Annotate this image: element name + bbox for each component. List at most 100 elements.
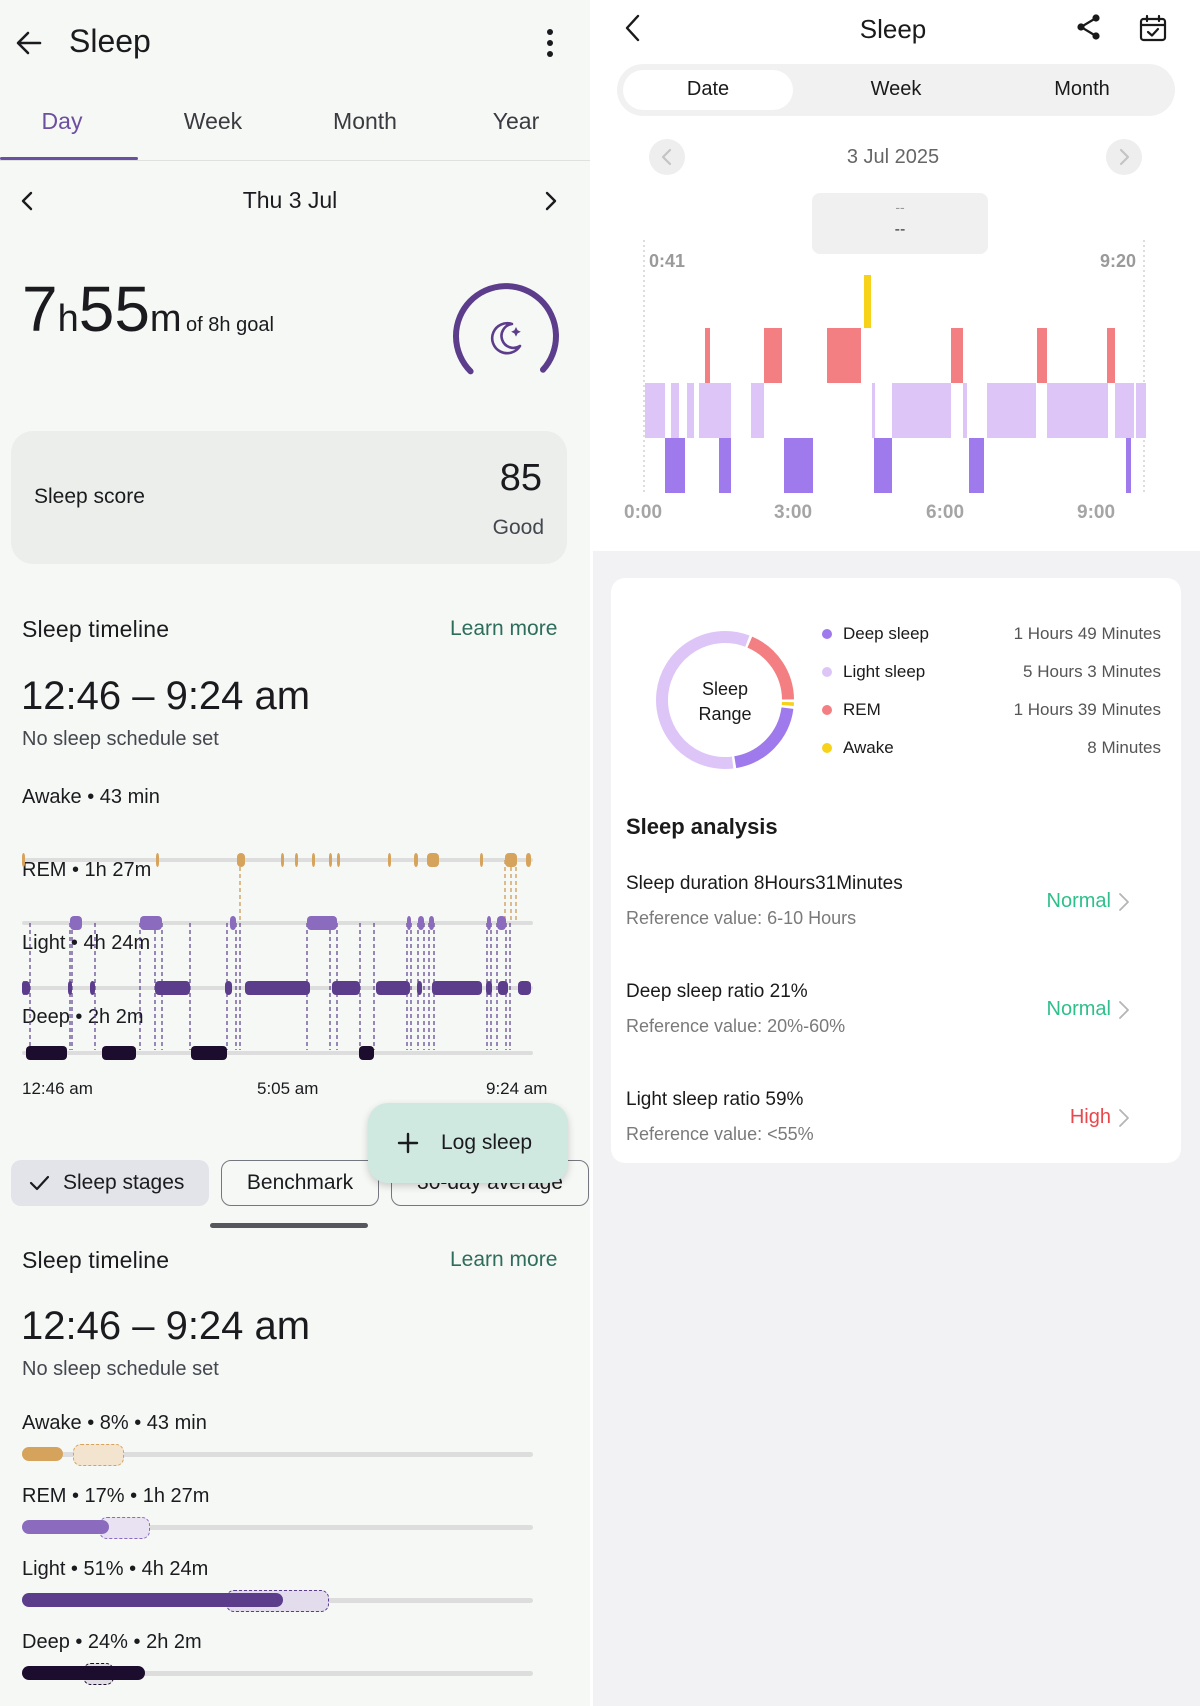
segment-awake xyxy=(295,853,298,867)
schedule-note: No sleep schedule set xyxy=(22,728,219,750)
segment-light xyxy=(518,981,531,995)
analysis-row[interactable]: Sleep duration 8Hours31Minutes Reference … xyxy=(611,863,1181,943)
stage-bar-rem xyxy=(951,328,963,383)
legend-value: 5 Hours 3 Minutes xyxy=(1023,662,1161,681)
chip-benchmark[interactable]: Benchmark xyxy=(221,1160,379,1206)
analysis-row[interactable]: Deep sleep ratio 21% Reference value: 20%… xyxy=(611,971,1181,1051)
learn-more-link[interactable]: Learn more xyxy=(450,617,558,640)
track-deep xyxy=(22,1051,533,1055)
sleep-stage-chart[interactable] xyxy=(593,240,1200,530)
log-sleep-label: Log sleep xyxy=(441,1131,533,1154)
stage-percent-fill xyxy=(22,1593,283,1607)
segment-date[interactable]: Date xyxy=(686,78,730,100)
more-vert-icon[interactable] xyxy=(540,27,560,59)
next-date-button[interactable] xyxy=(1106,139,1142,175)
legend-label: Deep sleep xyxy=(843,624,930,643)
chevron-left-icon[interactable] xyxy=(18,190,38,212)
segment-awake xyxy=(388,853,391,867)
chevron-right-icon[interactable] xyxy=(540,190,560,212)
chevron-right-icon xyxy=(1119,148,1130,166)
goal-progress-arc xyxy=(453,283,559,375)
tab-year[interactable]: Year xyxy=(492,108,540,134)
stage-bar-light xyxy=(1047,383,1108,438)
stage-bar-deep xyxy=(969,438,984,493)
stage-label-rem: REM • 1h 27m xyxy=(22,859,152,881)
share-icon[interactable] xyxy=(1075,13,1103,41)
duration-hours: 7 xyxy=(22,273,58,345)
legend-dot xyxy=(822,705,832,715)
segment-awake xyxy=(329,853,332,867)
page-title: Sleep xyxy=(69,23,151,59)
stage-bar-light xyxy=(1136,383,1146,438)
segment-light xyxy=(486,981,492,995)
stage-bar-light xyxy=(699,383,731,438)
segment-awake xyxy=(505,853,517,867)
timeline2-title: Sleep timeline xyxy=(22,1247,170,1273)
segment-awake xyxy=(427,853,439,867)
stage-percent-track xyxy=(22,1671,533,1676)
donut-center-line1: Sleep xyxy=(701,679,749,699)
segment-light xyxy=(155,981,190,995)
duration-minutes: 55 xyxy=(78,273,150,345)
x-tick-1: 3:00 xyxy=(774,502,813,523)
tab-month[interactable]: Month xyxy=(333,108,397,134)
stage-percent-label: REM • 17% • 1h 27m xyxy=(22,1485,210,1507)
chevron-right-icon xyxy=(1119,893,1129,911)
drag-handle[interactable] xyxy=(210,1223,368,1228)
segment-light xyxy=(332,981,360,995)
segment-awake xyxy=(237,853,245,867)
x-tick-0: 0:00 xyxy=(624,502,663,523)
segment-rem xyxy=(230,916,236,930)
sleep-stage-hypnogram xyxy=(22,853,533,1060)
donut-center-line2: Range xyxy=(698,704,752,724)
segment-rem xyxy=(418,916,424,930)
stage-bar-deep xyxy=(1126,438,1131,493)
analysis-item-status: High xyxy=(1069,1106,1111,1128)
calendar-icon[interactable] xyxy=(1138,13,1168,43)
x-tick-3: 9:00 xyxy=(1077,502,1116,523)
segment-week[interactable]: Week xyxy=(870,78,922,100)
stage-percent-fill xyxy=(22,1447,63,1461)
back-arrow-icon[interactable] xyxy=(14,28,44,58)
segment-light xyxy=(90,981,95,995)
schedule-note-2: No sleep schedule set xyxy=(22,1358,219,1380)
analysis-row[interactable]: Light sleep ratio 59% Reference value: <5… xyxy=(611,1079,1181,1159)
sleep-score-rating: Good xyxy=(492,516,544,539)
legend-dot xyxy=(822,743,832,753)
analysis-item-title: Sleep duration 8Hours31Minutes xyxy=(626,873,903,894)
segment-deep xyxy=(191,1046,227,1060)
learn-more-link-2[interactable]: Learn more xyxy=(450,1248,558,1271)
segment-light xyxy=(376,981,410,995)
plus-icon xyxy=(397,1132,419,1154)
sleep-score-card[interactable]: Sleep score 85 Good xyxy=(11,431,567,564)
date-label: Thu 3 Jul xyxy=(242,187,338,213)
divider xyxy=(0,160,590,161)
segment-light xyxy=(417,981,422,995)
prev-date-button[interactable] xyxy=(649,139,685,175)
stage-label-deep: Deep • 2h 2m xyxy=(22,1006,144,1028)
log-sleep-button[interactable]: Log sleep xyxy=(368,1103,568,1183)
chevron-right-icon xyxy=(1119,1001,1129,1019)
analysis-item-reference: Reference value: <55% xyxy=(626,1124,814,1144)
analysis-item-title: Deep sleep ratio 21% xyxy=(626,981,808,1002)
chip-sleep-stages[interactable]: Sleep stages xyxy=(11,1160,209,1206)
sleep-score-value: 85 xyxy=(499,457,542,499)
legend-label: Light sleep xyxy=(843,662,926,681)
stage-percent-fill xyxy=(22,1666,145,1680)
back-chevron-icon[interactable] xyxy=(623,13,643,43)
stage-percent-label: Awake • 8% • 43 min xyxy=(22,1412,207,1434)
page-title: Sleep xyxy=(859,14,927,44)
segment-month[interactable]: Month xyxy=(1054,78,1110,100)
segment-deep xyxy=(102,1046,136,1060)
tab-week[interactable]: Week xyxy=(183,108,243,134)
left-sleep-screen: Sleep Day Week Month Year Thu 3 Jul 7h55… xyxy=(0,0,590,1706)
tab-day[interactable]: Day xyxy=(41,108,83,134)
goal-ring xyxy=(453,283,559,375)
chip-label: Benchmark xyxy=(246,1171,354,1194)
stage-label-light: Light • 4h 24m xyxy=(22,932,151,954)
period-segmented-control: Date Week Month xyxy=(617,64,1175,116)
stage-bar-light xyxy=(687,383,694,438)
stage-bar-rem xyxy=(1037,328,1047,383)
stage-percent-fill xyxy=(22,1520,109,1534)
segment-deep xyxy=(26,1046,67,1060)
